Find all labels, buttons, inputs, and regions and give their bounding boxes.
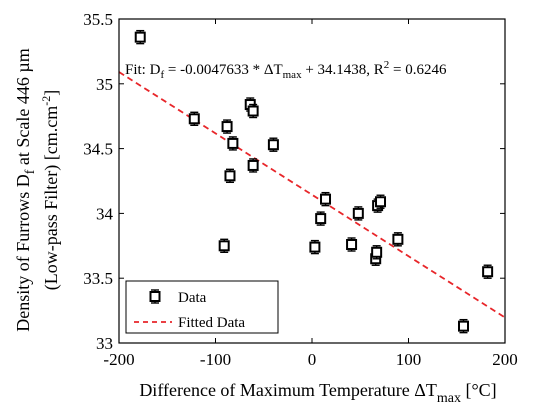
y-tick-label: 35.5 (83, 10, 113, 29)
y-axis-title: Density of Furrows Df at Scale 446 µm (L… (13, 48, 62, 332)
data-point (375, 194, 387, 209)
legend-data-marker (149, 289, 161, 304)
x-axis-title: Difference of Maximum Temperature ΔTmax … (139, 380, 496, 406)
axis-ticks: -200 -100 0 100 200 33 33.5 34 34.5 35 35.5 (83, 10, 518, 369)
data-point (346, 237, 358, 252)
legend-label-data: Data (178, 290, 207, 306)
legend-label-fitted: Fitted Data (178, 315, 245, 331)
y-tick-label: 33.5 (83, 269, 113, 288)
data-point (392, 232, 404, 247)
data-point (188, 111, 200, 126)
data-point (134, 29, 146, 45)
data-point (458, 318, 470, 334)
y-tick-label: 34.5 (83, 140, 113, 159)
data-point (247, 158, 259, 173)
y-tick-label: 33 (96, 334, 113, 353)
x-tick-label: 100 (396, 350, 422, 369)
x-tick-label: -100 (200, 350, 231, 369)
data-point (371, 245, 383, 260)
data-point (482, 264, 494, 279)
data-point (224, 168, 236, 184)
legend: Data Fitted Data (125, 280, 279, 334)
x-tick-label: -200 (103, 350, 134, 369)
data-point (267, 137, 279, 152)
plot-marks (118, 29, 506, 334)
x-tick-label: 200 (492, 350, 518, 369)
y-tick-label: 34 (96, 204, 114, 223)
data-point (320, 191, 332, 207)
y-axis-title-line2: (Low-pass Filter) [cm.cm-2] (39, 90, 62, 290)
data-point (218, 238, 230, 254)
fit-annotation: Fit: Df = -0.0047633 * ΔTmax + 34.1438, … (125, 59, 447, 81)
data-point (352, 206, 364, 221)
data-point (247, 103, 259, 119)
data-point (315, 211, 327, 226)
y-tick-label: 35 (96, 75, 113, 94)
data-point (227, 136, 239, 151)
y-axis-title-line1: Density of Furrows Df at Scale 446 µm (13, 48, 38, 332)
data-point (309, 239, 321, 255)
data-point (221, 119, 233, 134)
x-tick-label: 0 (308, 350, 317, 369)
fitted-line (118, 71, 506, 319)
